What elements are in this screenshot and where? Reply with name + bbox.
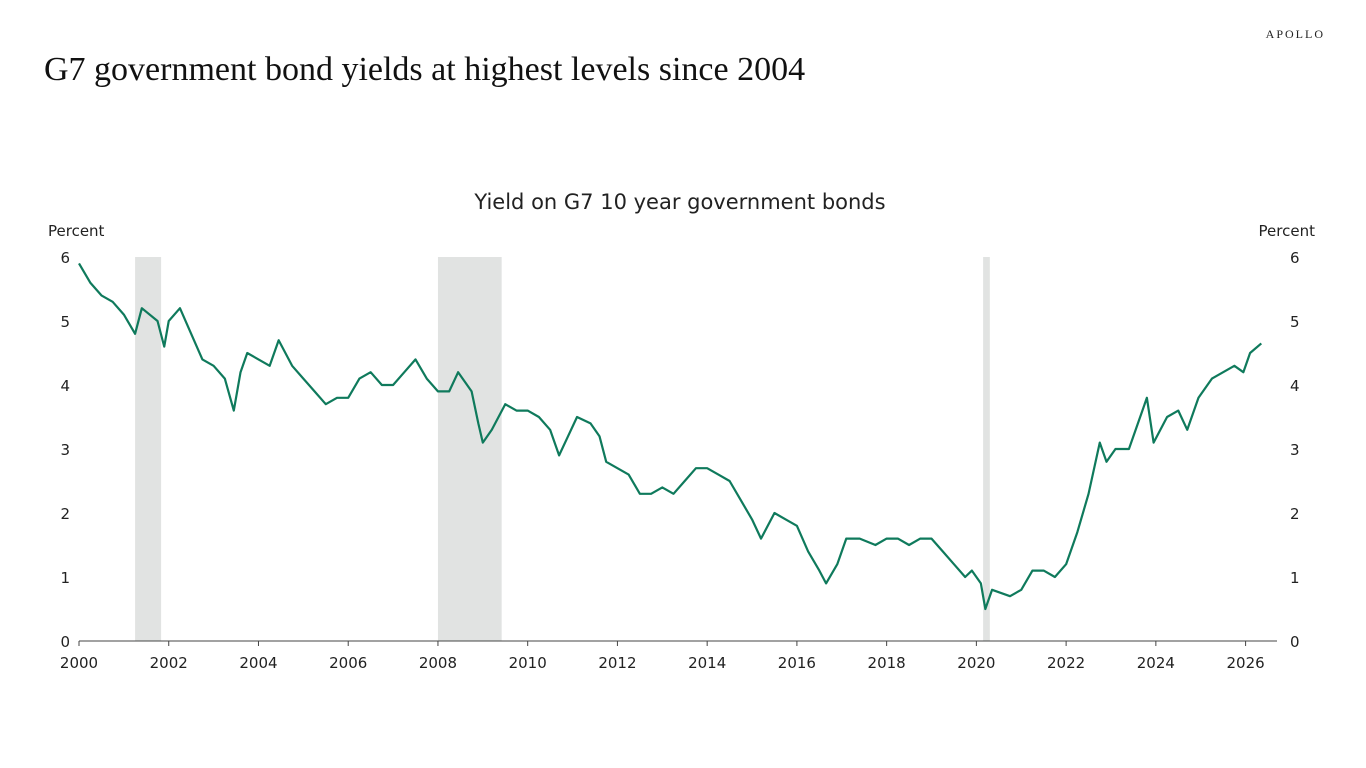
- x-tick-label: 2022: [1047, 654, 1085, 672]
- x-tick-label: 2016: [778, 654, 816, 672]
- x-tick-label: 2012: [598, 654, 636, 672]
- x-tick-label: 2020: [957, 654, 995, 672]
- y2-tick-label: 3: [1290, 441, 1300, 459]
- x-tick-label: 2006: [329, 654, 367, 672]
- y2-tick-label: 5: [1290, 313, 1300, 331]
- yield-line: [78, 262, 1263, 611]
- y2-tick-label: 6: [1290, 249, 1300, 267]
- x-tick-label: 2026: [1226, 654, 1264, 672]
- recession-band: [983, 257, 990, 641]
- y-tick-label: 1: [60, 569, 70, 587]
- headline: G7 government bond yields at highest lev…: [44, 51, 805, 88]
- brand: APOLLO: [1266, 27, 1325, 41]
- x-tick-label: 2002: [150, 654, 188, 672]
- y2-tick-label: 4: [1290, 377, 1300, 395]
- x-tick-label: 2014: [688, 654, 726, 672]
- y-tick-label: 5: [60, 313, 70, 331]
- y-tick-label: 6: [60, 249, 70, 267]
- y-tick-label: 0: [60, 633, 70, 651]
- y2-tick-label: 0: [1290, 633, 1300, 651]
- recession-band: [437, 257, 502, 641]
- x-tick-label: 2000: [60, 654, 98, 672]
- y2-axis-label: Percent: [1259, 222, 1316, 240]
- x-tick-label: 2010: [509, 654, 547, 672]
- x-tick-label: 2024: [1137, 654, 1175, 672]
- x-tick-label: 2008: [419, 654, 457, 672]
- x-tick-label: 2018: [868, 654, 906, 672]
- y-axis-label: Percent: [48, 222, 105, 240]
- x-tick-label: 2004: [239, 654, 277, 672]
- y2-tick-label: 1: [1290, 569, 1300, 587]
- y-tick-label: 3: [60, 441, 70, 459]
- y-tick-label: 4: [60, 377, 70, 395]
- y2-tick-label: 2: [1290, 505, 1300, 523]
- y-tick-label: 2: [60, 505, 70, 523]
- chart-title: Yield on G7 10 year government bonds: [473, 190, 885, 214]
